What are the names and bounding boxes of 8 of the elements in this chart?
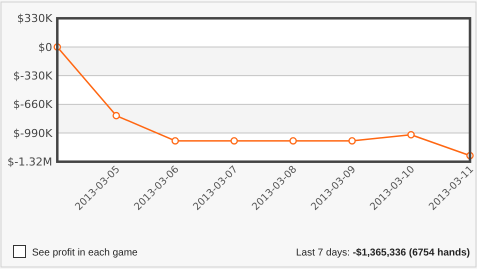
y-tick-label: $-990K bbox=[13, 126, 54, 140]
y-tick-label: $0 bbox=[38, 40, 52, 54]
y-tick-label: $-1.32M bbox=[7, 156, 52, 169]
y-tick-label: $-330K bbox=[13, 70, 54, 83]
text: Last 7 days: -$1,365,336 (6754 hands) bbox=[296, 248, 470, 258]
y-tick-label: $330K bbox=[17, 12, 54, 26]
text: See profit in each game bbox=[32, 248, 138, 258]
y-tick-label: $-660K bbox=[13, 98, 54, 112]
